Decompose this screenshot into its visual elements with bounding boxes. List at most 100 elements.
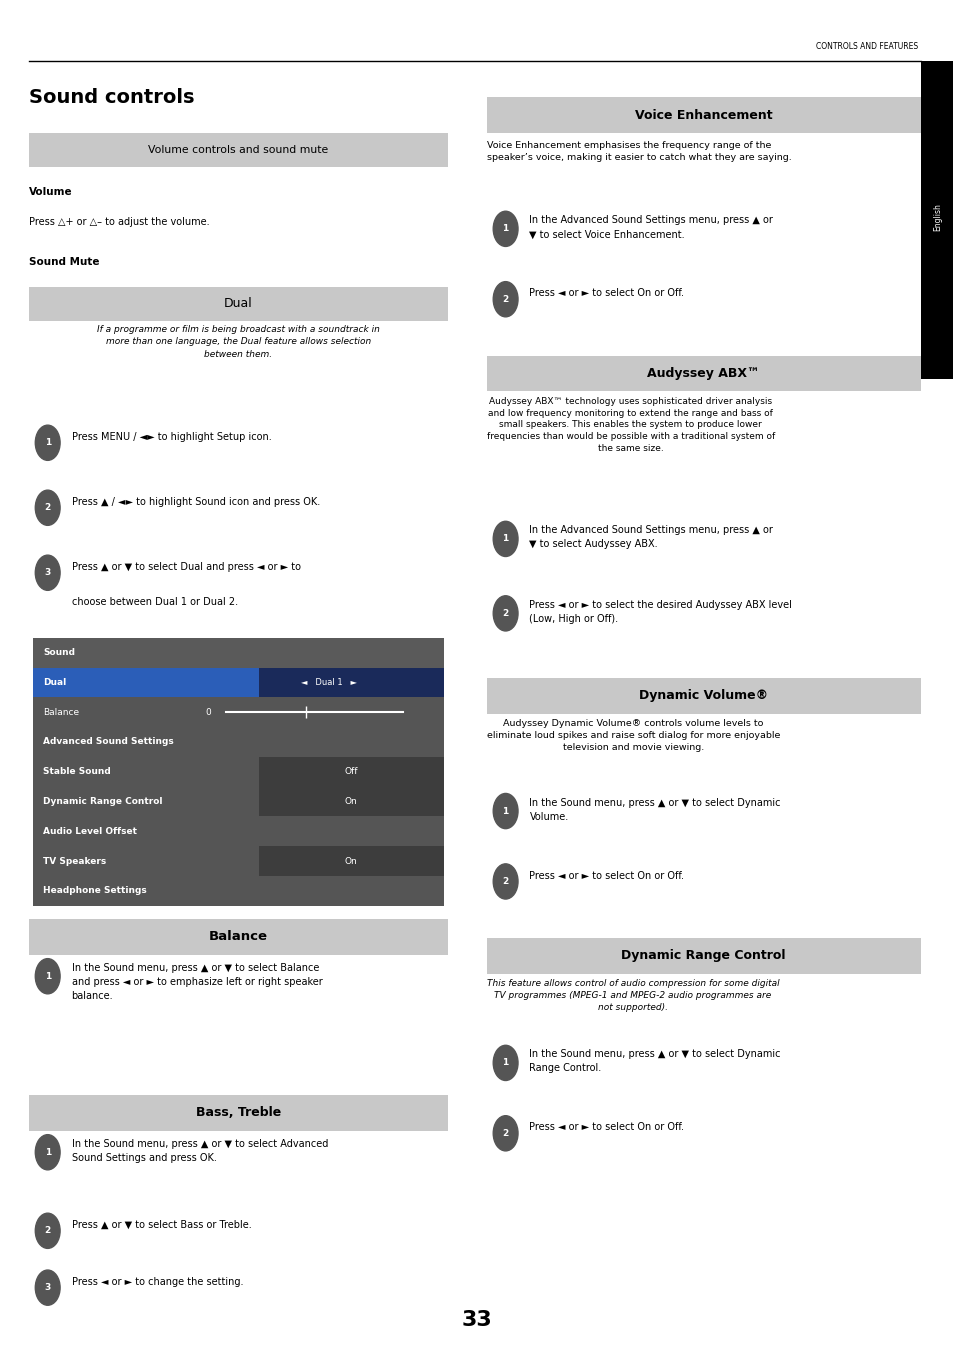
Bar [33, 638, 443, 892]
Bar [486, 938, 920, 974]
Text: 1: 1 [45, 439, 51, 447]
Text: Balance: Balance [209, 930, 268, 944]
Bar [29, 287, 448, 321]
Bar [258, 787, 443, 816]
Text: CONTROLS AND FEATURES: CONTROLS AND FEATURES [815, 42, 917, 51]
Text: Audyssey ABX™: Audyssey ABX™ [647, 367, 759, 380]
Text: Press ✕ once to turn the sound off and again to cancel.: Press ✕ once to turn the sound off and a… [29, 287, 298, 297]
Text: Sound Mute: Sound Mute [29, 257, 99, 267]
Bar [920, 61, 953, 379]
Text: In the Sound menu, press ▲ or ▼ to select Dynamic
Range Control.: In the Sound menu, press ▲ or ▼ to selec… [529, 1049, 781, 1074]
Text: In the Sound menu, press ▲ or ▼ to select Balance
and press ◄ or ► to emphasize : In the Sound menu, press ▲ or ▼ to selec… [71, 963, 322, 1001]
Bar [33, 757, 258, 787]
Text: Press ◄ or ► to select On or Off.: Press ◄ or ► to select On or Off. [529, 288, 683, 298]
Text: Voice Enhancement emphasises the frequency range of the
speaker’s voice, making : Voice Enhancement emphasises the frequen… [486, 141, 790, 161]
Text: Press ◄ or ► to change the setting.: Press ◄ or ► to change the setting. [71, 1277, 243, 1286]
Circle shape [35, 959, 60, 994]
Text: 2: 2 [45, 504, 51, 512]
Circle shape [35, 425, 60, 460]
Text: Dual: Dual [43, 678, 66, 686]
Text: Press ▲ or ▼ to select Bass or Treble.: Press ▲ or ▼ to select Bass or Treble. [71, 1220, 251, 1229]
Bar [33, 727, 443, 757]
Circle shape [493, 521, 517, 556]
Text: If a programme or film is being broadcast with a soundtrack in
more than one lan: If a programme or film is being broadcas… [97, 325, 379, 359]
Text: 1: 1 [502, 807, 508, 815]
Text: 0: 0 [206, 708, 212, 716]
Text: Bass, Treble: Bass, Treble [195, 1106, 281, 1120]
Circle shape [35, 1213, 60, 1248]
Circle shape [35, 490, 60, 525]
Bar [33, 846, 258, 876]
Text: Stable Sound: Stable Sound [43, 768, 111, 776]
Bar [33, 816, 443, 846]
Circle shape [493, 211, 517, 246]
Text: In the Sound menu, press ▲ or ▼ to select Advanced
Sound Settings and press OK.: In the Sound menu, press ▲ or ▼ to selec… [71, 1139, 328, 1163]
Text: ◄   Dual 1   ►: ◄ Dual 1 ► [300, 678, 356, 686]
Text: Balance: Balance [43, 708, 79, 716]
Text: Advanced Sound Settings: Advanced Sound Settings [43, 738, 173, 746]
Circle shape [493, 282, 517, 317]
Bar [29, 1095, 448, 1131]
Bar [29, 919, 448, 955]
Bar [486, 97, 920, 133]
Text: Audyssey ABX™ technology uses sophisticated driver analysis
and low frequency mo: Audyssey ABX™ technology uses sophistica… [486, 397, 774, 454]
Bar [33, 876, 443, 906]
Text: In the Advanced Sound Settings menu, press ▲ or
▼ to select Voice Enhancement.: In the Advanced Sound Settings menu, pre… [529, 215, 773, 240]
Circle shape [493, 793, 517, 829]
Text: Dynamic Volume®: Dynamic Volume® [639, 689, 767, 703]
Circle shape [35, 555, 60, 590]
Text: Dual: Dual [224, 298, 253, 310]
Circle shape [493, 1116, 517, 1151]
Text: Volume controls and sound mute: Volume controls and sound mute [149, 145, 328, 154]
Bar [29, 133, 448, 167]
Bar [258, 757, 443, 787]
Bar [33, 787, 258, 816]
Text: Press MENU / ◄► to highlight Setup icon.: Press MENU / ◄► to highlight Setup icon. [71, 432, 271, 441]
Circle shape [493, 1045, 517, 1080]
Text: Press ◄ or ► to select the desired Audyssey ABX level
(Low, High or Off).: Press ◄ or ► to select the desired Audys… [529, 600, 792, 624]
Text: Off: Off [344, 768, 357, 776]
Bar [258, 846, 443, 876]
Bar [486, 678, 920, 714]
Circle shape [493, 864, 517, 899]
Text: In the Sound menu, press ▲ or ▼ to select Dynamic
Volume.: In the Sound menu, press ▲ or ▼ to selec… [529, 798, 781, 822]
Text: 33: 33 [461, 1311, 492, 1330]
Text: Dynamic Range Control: Dynamic Range Control [43, 798, 162, 806]
Text: Headphone Settings: Headphone Settings [43, 887, 147, 895]
Text: This feature allows control of audio compression for some digital
TV programmes : This feature allows control of audio com… [486, 979, 779, 1011]
Text: Press ◄ or ► to select On or Off.: Press ◄ or ► to select On or Off. [529, 871, 683, 880]
Text: Sound: Sound [43, 649, 75, 657]
Circle shape [493, 596, 517, 631]
Text: Volume: Volume [29, 187, 72, 196]
Bar [33, 638, 443, 668]
Text: Press △+ or △– to adjust the volume.: Press △+ or △– to adjust the volume. [29, 217, 209, 226]
Text: In the Advanced Sound Settings menu, press ▲ or
▼ to select Audyssey ABX.: In the Advanced Sound Settings menu, pre… [529, 525, 773, 550]
Text: 3: 3 [45, 1284, 51, 1292]
Bar [33, 697, 443, 727]
Bar [33, 668, 258, 697]
Text: Press ▲ / ◄► to highlight Sound icon and press OK.: Press ▲ / ◄► to highlight Sound icon and… [71, 497, 319, 506]
Text: Dynamic Range Control: Dynamic Range Control [620, 949, 785, 963]
Text: 1: 1 [502, 225, 508, 233]
Text: Sound controls: Sound controls [29, 88, 193, 107]
Text: 2: 2 [502, 877, 508, 886]
Text: On: On [345, 798, 357, 806]
Circle shape [35, 1270, 60, 1305]
Bar [258, 668, 443, 697]
Text: On: On [345, 857, 357, 865]
Text: TV Speakers: TV Speakers [43, 857, 106, 865]
Text: Audio Level Offset: Audio Level Offset [43, 827, 137, 835]
Text: 1: 1 [502, 1059, 508, 1067]
Text: Voice Enhancement: Voice Enhancement [634, 108, 772, 122]
Text: 2: 2 [502, 1129, 508, 1137]
Text: 1: 1 [45, 1148, 51, 1156]
Text: 1: 1 [45, 972, 51, 980]
Text: Audyssey Dynamic Volume® controls volume levels to
eliminate loud spikes and rai: Audyssey Dynamic Volume® controls volume… [486, 719, 780, 751]
Text: choose between Dual 1 or Dual 2.: choose between Dual 1 or Dual 2. [71, 597, 237, 607]
Text: English: English [932, 203, 941, 230]
Text: 2: 2 [45, 1227, 51, 1235]
Text: Press ◄ or ► to select On or Off.: Press ◄ or ► to select On or Off. [529, 1122, 683, 1132]
Bar [486, 356, 920, 391]
Text: 3: 3 [45, 569, 51, 577]
Text: 2: 2 [502, 295, 508, 303]
